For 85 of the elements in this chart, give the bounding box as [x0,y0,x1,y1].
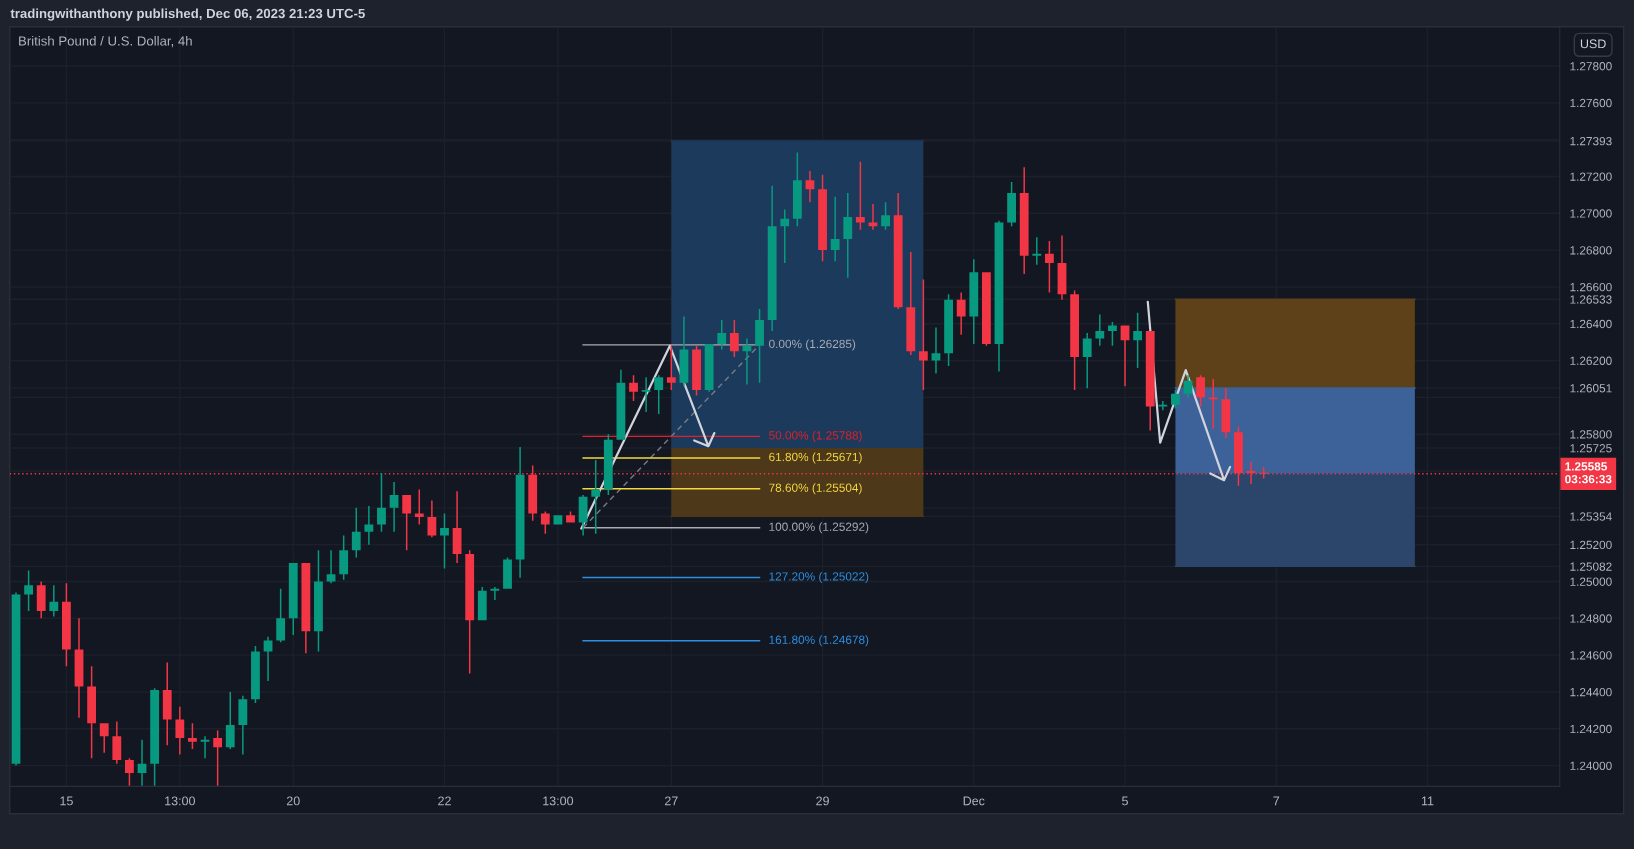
series-label: 61.80% (1.25671) [769,452,862,464]
y-tick-label: 1.27000 [1570,209,1612,218]
candlestick [1208,378,1218,429]
x-tick-label: 27 [665,796,678,806]
candlestick [1145,331,1155,431]
candlestick [805,170,815,203]
series-label: 0.00% (1.26285) [769,339,856,351]
x-tick-label: 13:00 [165,796,195,806]
candlestick [200,736,210,759]
candlestick [742,338,752,385]
y-tick-label: 1.24800 [1570,614,1612,623]
candlestick [364,506,374,545]
x-tick-label: 7 [1273,796,1280,806]
candlestick [175,706,185,755]
candlestick [578,494,588,536]
candlestick [956,292,966,335]
candlestick [162,662,172,746]
candlestick [427,500,437,538]
candlestick [566,511,575,523]
text: British Pound / U.S. Dollar, 4h [19,35,192,48]
candlestick [36,581,46,619]
candlestick [843,193,853,278]
y-tick-label: 1.27600 [1570,98,1612,108]
y-tick-label: 1.26800 [1570,246,1612,255]
candlestick [830,196,840,262]
y-tick-label: 1.25725 [1570,444,1612,453]
candlestick [780,209,790,263]
y-tick-label: 1.25354 [1570,512,1612,521]
candlestick [389,482,399,532]
candlestick [868,204,878,230]
text: tradingwithanthony published, Dec 06, 2023 21:23 UTC-5 [10,8,365,21]
x-tick-label: 15 [60,796,73,806]
x-tick-label: 5 [1122,796,1128,806]
candlestick [263,636,273,681]
candlestick [1221,388,1231,438]
candlestick [137,739,147,786]
y-tick-label: 1.24400 [1570,687,1612,697]
series-label: 161.80% (1.24678) [769,635,869,647]
candlestick [1158,401,1168,411]
y-axis-title: USD [1580,39,1606,49]
x-tick-label: 22 [438,796,451,806]
y-tick-label: 1.24000 [1570,761,1612,770]
y-tick-label: 1.26600 [1570,282,1612,292]
candlestick [112,721,122,764]
ref-line-label: 1.25585 03:36:33 [1565,462,1612,484]
candlestick [515,447,525,578]
candlestick [452,491,462,564]
y-tick-label: 1.25200 [1570,540,1612,550]
candlestick [99,723,109,753]
candlestick [1032,237,1042,265]
candlestick [931,327,941,374]
candlestick [490,587,500,600]
candlestick [326,550,336,584]
candlestick [1082,332,1092,389]
series-label: 127.20% (1.25022) [769,571,869,583]
series-label: 100.00% (1.25292) [769,522,869,534]
candlestick [767,185,777,332]
y-tick-label: 1.24600 [1570,651,1612,660]
y-tick-label: 1.27393 [1570,136,1612,146]
y-tick-label: 1.25000 [1570,577,1612,586]
x-tick-label: 20 [286,796,300,806]
y-tick-label: 1.25082 [1570,562,1612,571]
x-tick-label: 29 [816,796,829,806]
candlestick [238,695,248,755]
candlestick [49,585,59,617]
y-tick-label: 1.26200 [1570,356,1612,365]
y-tick-label: 1.27800 [1570,62,1612,71]
candlestick [1019,167,1029,275]
candlestick [906,251,916,356]
candlestick [1095,314,1105,346]
candlestick [1120,325,1130,387]
y-tick-label: 1.26400 [1570,319,1612,329]
x-tick-label: 11 [1421,796,1434,806]
series-label: 50.00% (1.25788) [769,430,862,442]
x-tick-label: Dec [963,796,985,806]
y-tick-label: 1.24200 [1570,724,1612,734]
y-tick-label: 1.25800 [1570,430,1612,439]
candlestick [641,377,651,413]
series-label: 78.60% (1.25504) [769,483,862,495]
x-tick-label: 13:00 [543,796,574,806]
y-tick-label: 1.27200 [1570,172,1612,181]
y-tick-label: 1.26051 [1570,384,1612,393]
candlestick [225,691,235,750]
y-tick-label: 1.26533 [1570,295,1612,304]
candlestick [969,259,979,345]
